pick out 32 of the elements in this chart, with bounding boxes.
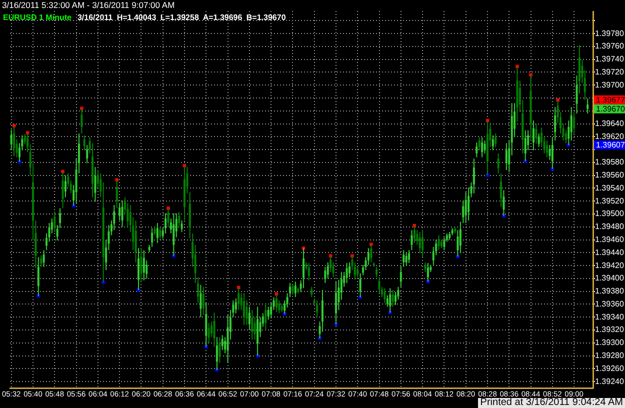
- chart-title: 3/16/2011 5:32:00 AM - 3/16/2011 9:07:00 AM: [2, 0, 175, 10]
- y-tick-label: 1.39780: [595, 28, 624, 38]
- y-tick-label: 1.39320: [595, 325, 624, 334]
- text: Printed at 3/16/2011 9:04:24 AM: [478, 397, 625, 408]
- y-tick-label: 1.39400: [595, 274, 624, 283]
- y-tick-label: 1.39240: [595, 376, 624, 386]
- text: 1.39670: [596, 104, 625, 114]
- y-tick-label: 1.39640: [595, 118, 624, 128]
- y-tick-label: 1.39760: [595, 42, 624, 51]
- y-tick-label: 1.39740: [595, 54, 624, 64]
- y-tick-label: 1.39460: [595, 234, 624, 244]
- y-tick-label: 1.39280: [595, 350, 624, 360]
- y-tick-label: 1.39260: [595, 364, 624, 373]
- y-tick-label: 1.39340: [595, 312, 624, 322]
- y-tick-label: 1.39700: [595, 80, 624, 90]
- annotation: 3/16/2011 H=1.40043 L=1.39258 A=1.39696 B=1.39670: [77, 13, 286, 23]
- y-tick-label: 1.39300: [595, 338, 624, 348]
- y-tick-label: 1.39580: [595, 158, 624, 167]
- y-tick-label: 1.39500: [595, 209, 624, 218]
- y-tick-label: 1.39360: [595, 299, 624, 308]
- y-tick-label: 1.39560: [595, 170, 624, 180]
- y-tick-label: 1.39620: [595, 132, 624, 141]
- y-tick-label: 1.39420: [595, 260, 624, 270]
- y-tick-label: 1.39520: [595, 196, 624, 206]
- y-tick-label: 1.39440: [595, 248, 624, 257]
- y-tick-label: 1.39480: [595, 222, 624, 232]
- y-tick-label: 1.39720: [595, 67, 624, 76]
- y-tick-label: 1.39540: [595, 183, 624, 192]
- text: 1.39607: [596, 140, 625, 150]
- y-tick-label: 1.39380: [595, 286, 624, 296]
- text: 1.39677: [596, 96, 625, 105]
- chart-subtitle: EURUSD 1 Minute: [3, 13, 72, 23]
